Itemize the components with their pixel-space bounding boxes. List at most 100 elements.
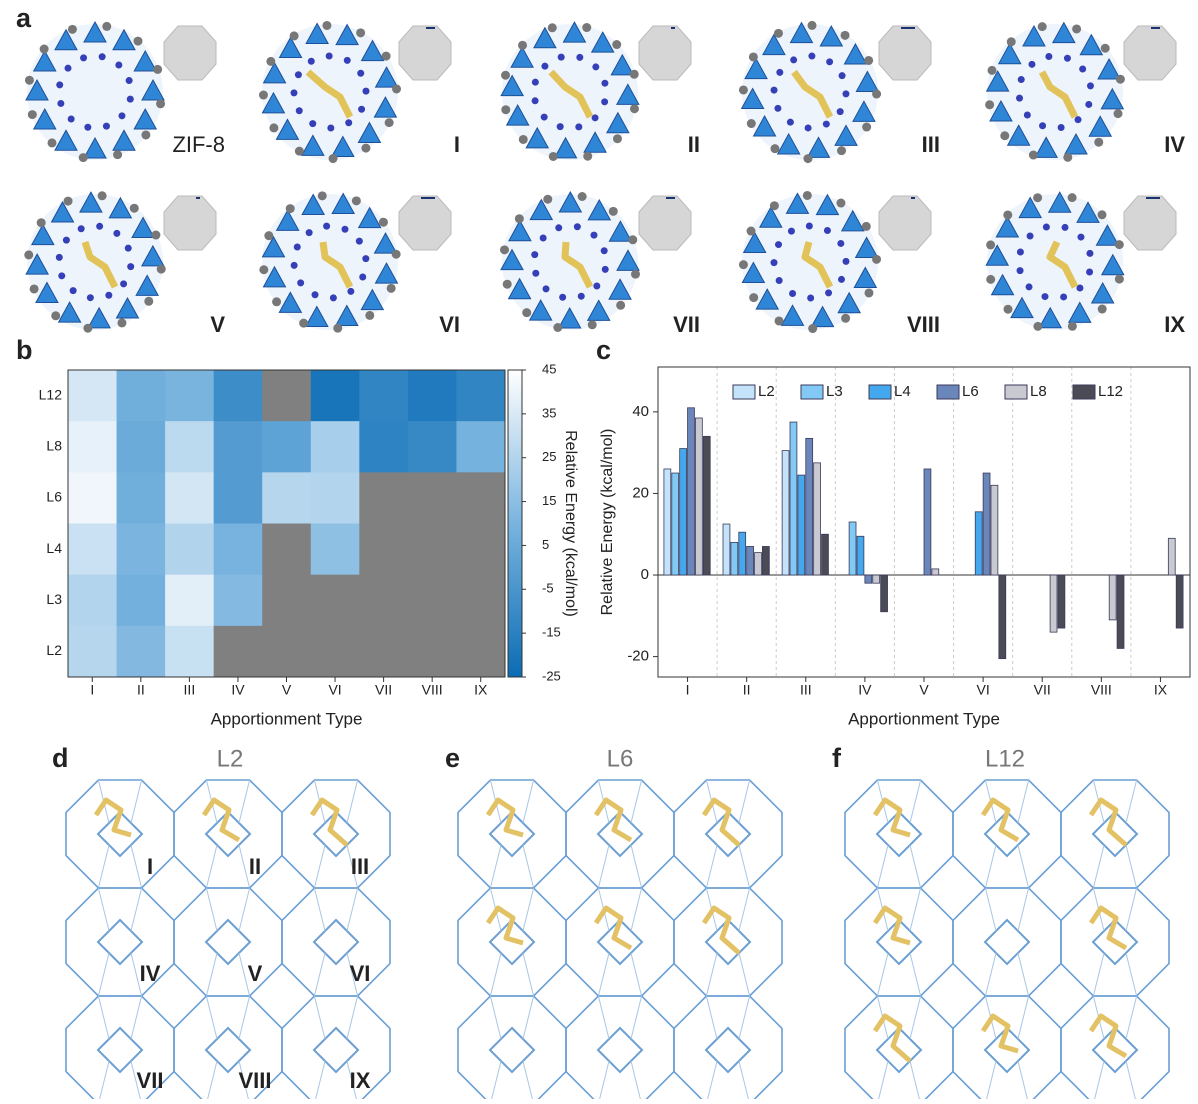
cage-edge — [1018, 780, 1029, 823]
linker-chain — [1091, 908, 1126, 948]
cage-edge — [347, 996, 358, 1039]
heatmap-cell — [214, 626, 263, 678]
atom — [616, 301, 625, 310]
bar — [1176, 575, 1183, 628]
atom — [329, 154, 338, 163]
bar — [731, 542, 738, 575]
cage-edge — [598, 953, 609, 996]
heatmap-cell — [262, 421, 311, 473]
type-label: I — [147, 854, 153, 879]
bar — [924, 469, 931, 575]
x-tick-label: IX — [1154, 682, 1168, 698]
cage-edge — [706, 953, 717, 996]
polyhedron-icon — [399, 196, 451, 250]
atom — [84, 124, 91, 131]
atom — [48, 138, 57, 147]
atom — [361, 144, 370, 153]
heatmap-cell — [408, 370, 457, 422]
x-tick-label: III — [184, 682, 196, 698]
atom — [532, 97, 539, 104]
atom — [864, 56, 873, 65]
atom — [1017, 248, 1024, 255]
heatmap-cell — [214, 421, 263, 473]
cage-edge — [706, 1061, 717, 1099]
atom — [628, 235, 637, 244]
cage-outline — [458, 996, 566, 1099]
atom — [96, 223, 103, 230]
cage-edge — [98, 1061, 109, 1099]
heatmap-cell — [311, 472, 360, 524]
type-label: IV — [1164, 132, 1185, 157]
cage-outline — [282, 996, 390, 1099]
x-tick-label: V — [919, 682, 929, 698]
atom — [157, 265, 166, 274]
atom — [805, 124, 812, 131]
colorbar-tick-label: -25 — [542, 668, 561, 683]
atom — [294, 244, 301, 251]
atom — [1086, 250, 1093, 257]
atom — [578, 293, 585, 300]
heatmap-cell — [456, 421, 505, 473]
bar — [873, 575, 880, 583]
cage-outline — [566, 996, 674, 1099]
atom — [1033, 322, 1042, 331]
atom — [127, 96, 134, 103]
atom — [126, 77, 133, 84]
heatmap-cell — [165, 421, 214, 473]
y-tick-label: L2 — [46, 642, 62, 658]
atom — [40, 45, 49, 54]
atom — [1068, 322, 1077, 331]
atom — [286, 204, 295, 213]
atom — [872, 90, 881, 99]
heatmap-cell — [117, 472, 166, 524]
atom — [269, 123, 278, 132]
atom — [58, 272, 65, 279]
atom — [118, 112, 125, 119]
bar — [881, 575, 888, 612]
heatmap-cell — [408, 472, 457, 524]
atom — [1007, 37, 1016, 46]
cage-edge — [131, 888, 142, 931]
atom — [862, 123, 871, 132]
heatmap-cell — [311, 370, 360, 422]
atom — [382, 52, 391, 61]
heatmap-cell — [311, 524, 360, 576]
atom — [842, 90, 849, 97]
cage-edge — [314, 845, 325, 888]
cage-square — [98, 1028, 142, 1072]
colorbar-tick-label: 15 — [542, 493, 556, 508]
atom — [593, 282, 600, 289]
y-tick-label: L8 — [46, 437, 62, 453]
atom — [1043, 224, 1050, 231]
cage-edge — [490, 845, 501, 888]
heatmap-cell — [165, 626, 214, 678]
atom — [1058, 124, 1065, 131]
linker-chain — [983, 800, 1018, 840]
atom — [1033, 193, 1042, 202]
atom — [747, 119, 756, 128]
atom — [51, 311, 60, 320]
polyhedron-icon — [639, 26, 691, 80]
type-label: III — [351, 854, 369, 879]
atom — [1062, 224, 1069, 231]
heatmap-cell — [165, 370, 214, 422]
atom — [153, 65, 162, 74]
atom — [379, 218, 388, 227]
cage-edge — [910, 845, 921, 888]
heatmap-cell — [408, 524, 457, 576]
atom — [1017, 267, 1024, 274]
atom — [824, 227, 831, 234]
atom — [787, 119, 794, 126]
x-tick-label: VIII — [422, 682, 443, 698]
atom — [790, 56, 797, 63]
atom — [1000, 131, 1009, 140]
legend-label: L12 — [1098, 383, 1123, 400]
legend-swatch — [869, 385, 891, 399]
cage-edge — [131, 996, 142, 1039]
atom — [272, 297, 281, 306]
heatmap-cell — [68, 421, 117, 473]
x-tick-label: IV — [231, 682, 245, 698]
cage-edge — [985, 953, 996, 996]
heatmap-cell — [117, 421, 166, 473]
heatmap-cell — [359, 575, 408, 627]
